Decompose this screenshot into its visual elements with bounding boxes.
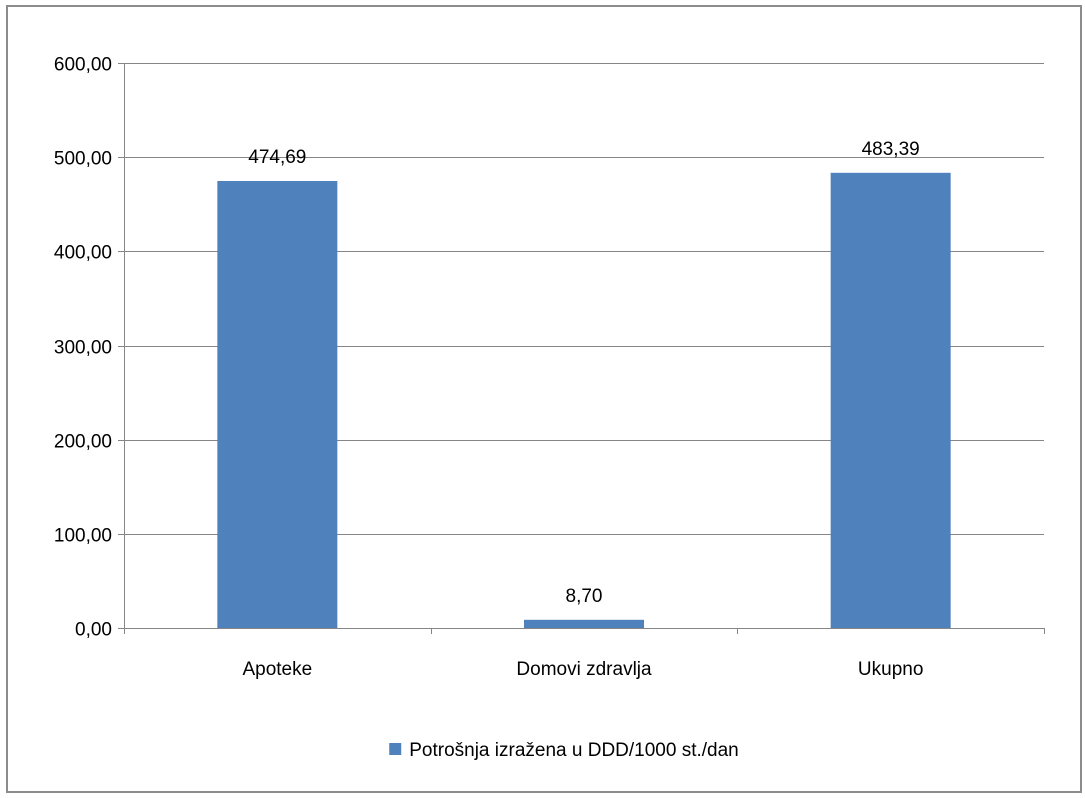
x-category-label: Ukupno <box>858 659 924 680</box>
y-tick-label: 600,00 <box>54 55 112 76</box>
bar-chart: 0,00 100,00 200,00 300,00 400,00 500,00 600,00… <box>54 55 1045 761</box>
y-tick-label: 200,00 <box>54 432 112 453</box>
legend-label: Potrošnja izražena u DDD/1000 st./dan <box>409 740 739 761</box>
data-label: 8,70 <box>566 586 603 607</box>
x-category-label: Apoteke <box>242 659 312 680</box>
bar-domovi-zdravlja <box>524 619 644 628</box>
x-category-label: Domovi zdravlja <box>516 659 652 680</box>
labels: 0,00 100,00 200,00 300,00 400,00 500,00 600,00… <box>54 55 924 681</box>
data-label: 483,39 <box>862 139 920 160</box>
legend: Potrošnja izražena u DDD/1000 st./dan <box>389 740 739 761</box>
legend-swatch <box>389 743 402 755</box>
y-tick-label: 300,00 <box>54 338 112 359</box>
bar-ukupno <box>830 172 951 629</box>
y-tick-label: 100,00 <box>54 526 112 547</box>
chart-frame: 0,00 100,00 200,00 300,00 400,00 500,00 600,00… <box>6 5 1082 793</box>
y-tick-label: 400,00 <box>54 243 112 264</box>
y-tick-label: 500,00 <box>54 149 112 170</box>
bar-apoteke <box>217 181 338 628</box>
bars <box>217 172 951 629</box>
data-label: 474,69 <box>248 147 306 168</box>
axes <box>118 63 1045 634</box>
y-tick-label: 0,00 <box>75 620 112 641</box>
